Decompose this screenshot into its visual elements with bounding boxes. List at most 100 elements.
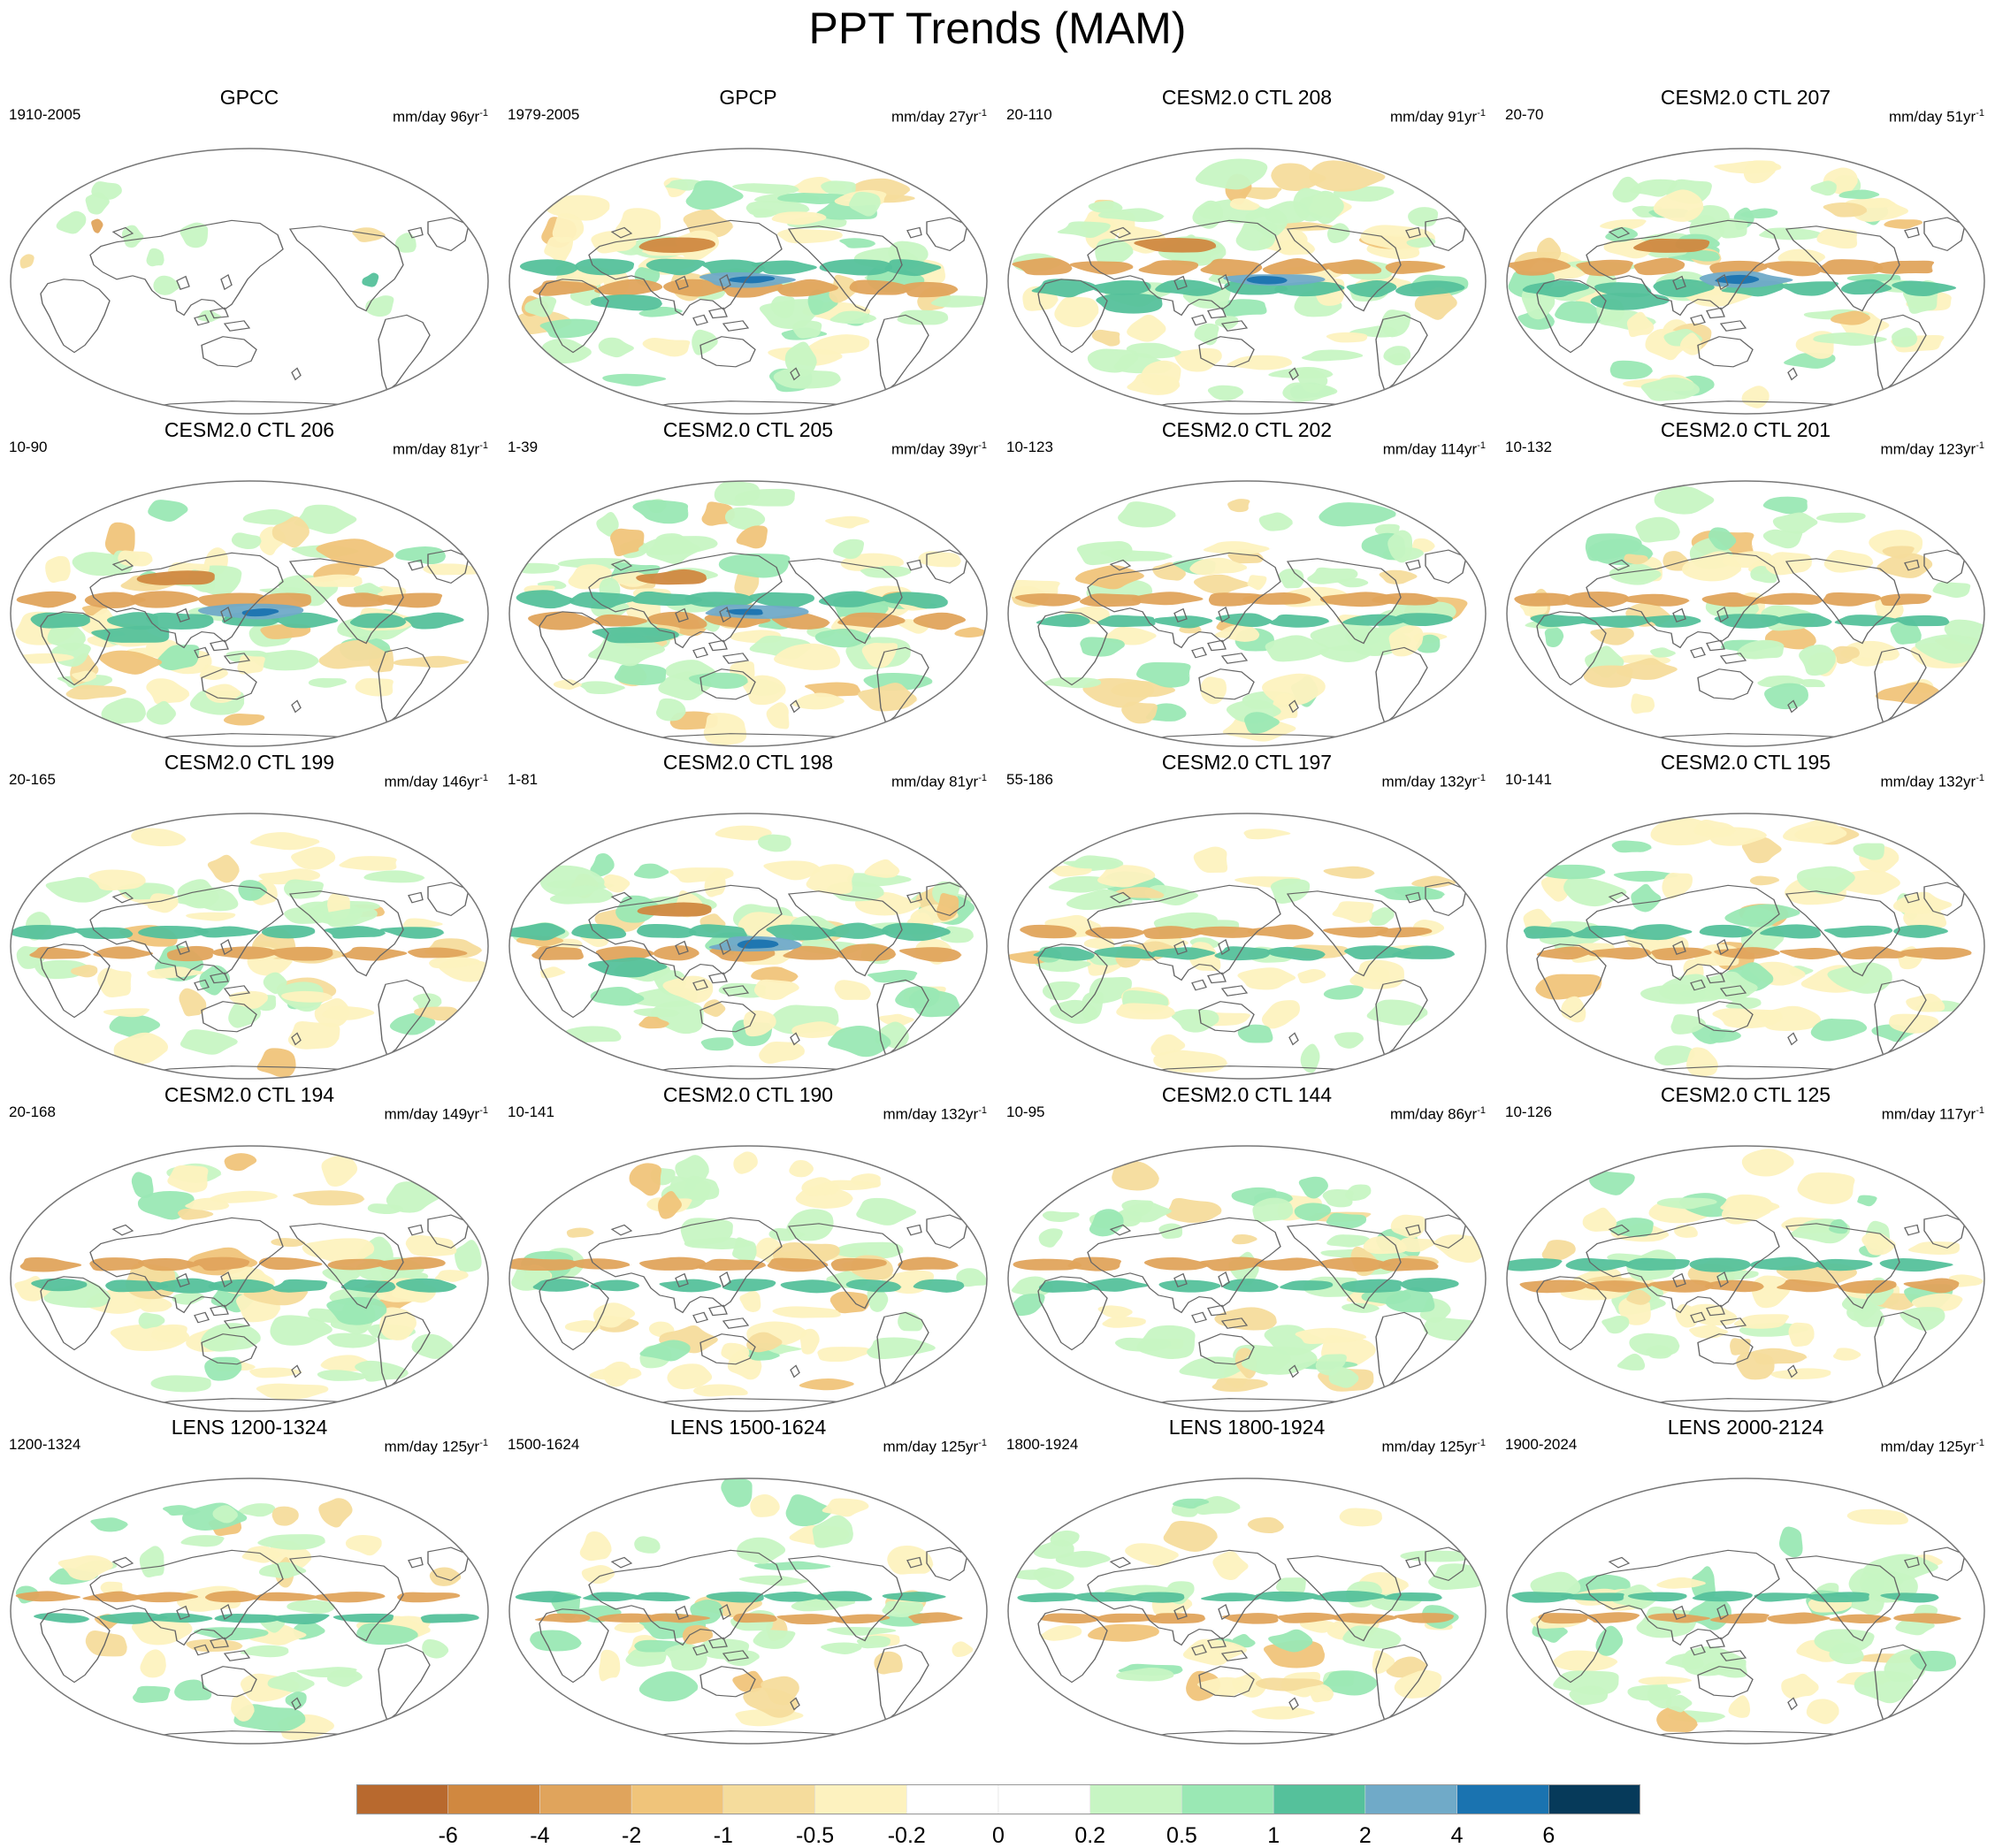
map-panel: CESM2.0 CTL 199 20-165 mm/day 146yr-1 — [0, 750, 499, 1082]
coastline-samerica — [378, 1644, 431, 1722]
coastline-namerica — [1286, 558, 1402, 645]
coastline-namerica — [288, 890, 404, 977]
panel-period: 1500-1624 — [508, 1436, 580, 1453]
coastline-australia — [201, 336, 257, 368]
coastline-australia — [1198, 1333, 1255, 1365]
map-panel: LENS 2000-2124 1900-2024 mm/day 125yr-1 — [1496, 1415, 1995, 1747]
colorbar-swatch — [356, 1784, 448, 1815]
trend-field — [14, 1153, 483, 1400]
coastline-africa — [40, 279, 111, 354]
coastline-namerica — [1286, 225, 1402, 312]
coastline-namerica — [288, 1555, 404, 1642]
world-map — [508, 480, 988, 747]
panel-units: mm/day 81yr-1 — [890, 773, 987, 790]
panel-title: CESM2.0 CTL 208 — [1161, 86, 1333, 109]
world-map — [1007, 1145, 1487, 1412]
world-map — [10, 1145, 489, 1412]
coastlines — [1536, 549, 1966, 746]
colorbar-swatch — [631, 1784, 724, 1815]
coastline-samerica — [378, 646, 431, 725]
coastline-asia — [89, 1549, 284, 1646]
colorbar-swatch — [998, 1784, 1090, 1815]
coastline-greenland — [1923, 882, 1966, 917]
trend-field — [19, 181, 417, 323]
coastline-africa — [539, 943, 609, 1019]
coastline-asia — [89, 552, 284, 649]
coastline-samerica — [1874, 979, 1927, 1058]
trend-field — [511, 177, 987, 393]
colorbar-tick-label: -0.2 — [887, 1823, 926, 1848]
colorbar-swatch — [447, 1784, 540, 1815]
coastline-asia — [1087, 552, 1281, 649]
coastline-samerica — [378, 979, 431, 1058]
panel-units: mm/day 146yr-1 — [384, 773, 488, 790]
coastline-namerica — [787, 558, 903, 645]
coastline-australia — [1697, 1666, 1754, 1698]
coastline-africa — [539, 611, 609, 686]
panel-period: 10-141 — [1505, 771, 1552, 788]
map-panel: CESM2.0 CTL 125 10-126 mm/day 117yr-1 — [1496, 1082, 1995, 1415]
coastline-samerica — [1375, 979, 1428, 1058]
panel-period: 10-141 — [508, 1103, 554, 1120]
coastline-asia — [1586, 884, 1780, 981]
coastline-greenland — [1425, 549, 1467, 584]
trend-field — [516, 481, 987, 745]
coastline-namerica — [1785, 558, 1900, 645]
coastline-australia — [699, 1333, 756, 1365]
world-map — [1007, 480, 1487, 747]
colorbar-swatch — [906, 1784, 999, 1815]
panel-units: mm/day 117yr-1 — [1881, 1105, 1984, 1123]
coastline-australia — [1697, 1333, 1754, 1365]
panel-title: CESM2.0 CTL 195 — [1660, 751, 1831, 774]
coastline-namerica — [1785, 1555, 1900, 1642]
trend-field — [1008, 499, 1468, 742]
coastline-samerica — [1874, 314, 1927, 393]
trend-field — [1507, 160, 1961, 409]
world-map — [10, 1478, 489, 1745]
coastline-namerica — [787, 890, 903, 977]
coastline-asia — [89, 1217, 284, 1314]
coastline-asia — [588, 219, 783, 317]
coastline-africa — [539, 1276, 609, 1351]
coastline-namerica — [787, 1223, 903, 1310]
colorbar-swatch — [722, 1784, 815, 1815]
coastline-africa — [40, 943, 111, 1019]
world-map — [1506, 1478, 1985, 1745]
coastline-asia — [1586, 1549, 1780, 1646]
map-panel: GPCC 1910-2005 mm/day 96yr-1 — [0, 85, 499, 417]
coastline-greenland — [427, 882, 470, 917]
panel-units: mm/day 96yr-1 — [392, 108, 488, 126]
colorbar-tick-label: 0 — [992, 1823, 1005, 1848]
map-panel: CESM2.0 CTL 197 55-186 mm/day 132yr-1 — [998, 750, 1496, 1082]
panel-period: 1200-1324 — [9, 1436, 81, 1453]
world-map — [10, 148, 489, 415]
coastline-asia — [588, 1549, 783, 1646]
coastline-samerica — [876, 979, 929, 1058]
coastline-samerica — [1874, 646, 1927, 725]
coastline-namerica — [288, 225, 404, 312]
coastline-australia — [1198, 336, 1255, 368]
coastline-samerica — [1375, 314, 1428, 393]
panel-period: 10-90 — [9, 439, 48, 455]
panel-title: CESM2.0 CTL 207 — [1660, 86, 1831, 109]
colorbar-tick-label: -4 — [530, 1823, 550, 1848]
coastline-africa — [1037, 1608, 1108, 1684]
panel-period: 10-132 — [1505, 439, 1552, 455]
coastline-samerica — [1375, 646, 1428, 725]
coastline-greenland — [1923, 217, 1966, 252]
coastline-australia — [201, 1333, 257, 1365]
colorbar-swatch — [1548, 1784, 1640, 1815]
coastline-namerica — [787, 1555, 903, 1642]
colorbar-tick-label: 4 — [1450, 1823, 1464, 1848]
colorbar — [356, 1784, 1640, 1815]
coastline-namerica — [1785, 890, 1900, 977]
panel-units: mm/day 51yr-1 — [1888, 108, 1984, 126]
panel-units: mm/day 132yr-1 — [1381, 773, 1486, 790]
coastline-greenland — [926, 549, 968, 584]
panel-period: 1800-1924 — [1006, 1436, 1079, 1453]
panel-period: 10-123 — [1006, 439, 1053, 455]
panel-title: CESM2.0 CTL 197 — [1161, 751, 1333, 774]
coastline-samerica — [378, 1311, 431, 1390]
panel-units: mm/day 149yr-1 — [384, 1105, 488, 1123]
coastline-greenland — [1425, 882, 1467, 917]
